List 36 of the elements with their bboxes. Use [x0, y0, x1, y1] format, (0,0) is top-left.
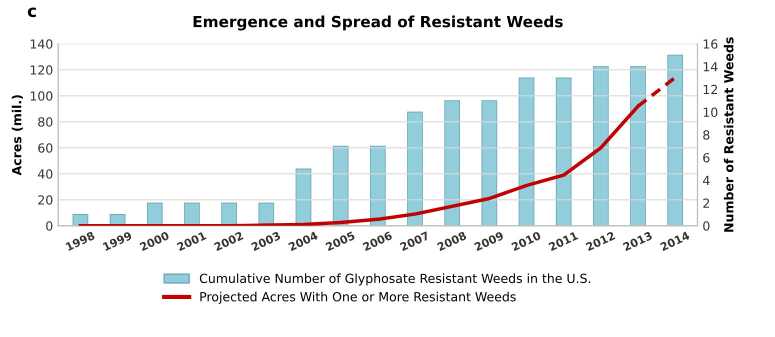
bar: [667, 54, 684, 226]
bar: [630, 66, 646, 226]
y2-tick-label: 10: [704, 108, 718, 117]
y2-tick-label: 0: [703, 221, 710, 231]
bar: [221, 202, 237, 226]
y-tick-label: 0: [46, 221, 52, 231]
bar: [518, 78, 534, 226]
chart-title: Emergence and Spread of Resistant Weeds: [194, 16, 563, 30]
y-tick-label: 80: [38, 117, 52, 127]
text: c: [28, 8, 36, 18]
y2-tick-label: 6: [703, 153, 710, 162]
y-tick-label: 20: [38, 195, 52, 205]
bar: [184, 202, 200, 226]
y-axis-title: Acres (mil.): [12, 95, 23, 176]
y2-tick-label: 12: [704, 84, 718, 94]
y-tick-label: 60: [38, 143, 52, 153]
y-tick-label: 100: [30, 91, 52, 101]
y2-tick-label: 4: [702, 176, 710, 186]
legend-label: Projected Acres With One or More Resistant Weeds: [200, 292, 516, 304]
bar: [258, 202, 274, 226]
bar: [444, 100, 460, 226]
bar: [407, 112, 423, 226]
y2-tick-label: 2: [703, 198, 710, 208]
bar: [481, 100, 498, 226]
bar: [592, 66, 609, 226]
y-tick-label: 40: [38, 169, 52, 179]
bar: [556, 78, 572, 226]
y2-tick-label: 14: [704, 62, 718, 72]
y2-axis-title: Number of Resistant Weeds: [724, 37, 734, 232]
y2-tick-label: 8: [703, 130, 710, 140]
bar: [146, 202, 163, 226]
y-tick-label: 140: [30, 39, 52, 49]
y-tick-label: 120: [30, 65, 52, 75]
legend-label: Cumulative Number of Glyphosate Resistant Weeds in the U.S.: [200, 273, 590, 286]
bar: [72, 214, 88, 226]
y2-tick-label: 16: [704, 39, 718, 49]
